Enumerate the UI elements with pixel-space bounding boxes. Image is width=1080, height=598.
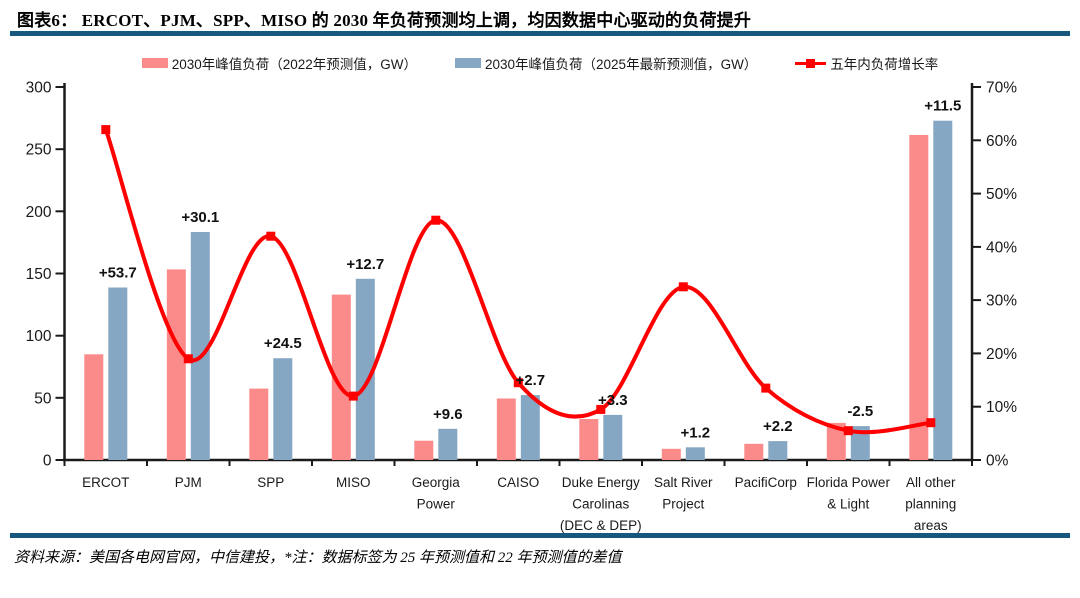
data-label: -2.5 <box>847 403 873 420</box>
right-axis-tick-label: 10% <box>986 399 1017 416</box>
category-label: MISO <box>336 475 371 490</box>
category-label: planning <box>905 497 956 512</box>
category-label: PJM <box>175 475 202 490</box>
chart-canvas: 0 50 100 150 200 250 300 0% 10% 20% 30% 40% 50% 60% 70… <box>26 80 1018 534</box>
right-axis-tick-label: 70% <box>986 80 1017 97</box>
right-axis-tick-label: 50% <box>986 186 1017 203</box>
pink-bar-swatch-icon <box>141 58 168 68</box>
category-label: Duke Energy <box>562 475 640 490</box>
data-label: +24.5 <box>264 335 302 352</box>
bar-2025-forecast <box>108 287 128 460</box>
bar-2025-forecast <box>933 120 953 460</box>
left-axis-tick-label: 300 <box>26 80 52 97</box>
right-axis-tick-label: 20% <box>986 346 1017 363</box>
bar-2022-forecast <box>579 419 599 460</box>
bar-2022-forecast <box>496 398 516 460</box>
category-label: CAISO <box>497 475 539 490</box>
growth-rate-marker <box>348 391 358 401</box>
left-axis-tick-label: 200 <box>26 204 52 221</box>
data-label: +9.6 <box>433 406 463 423</box>
right-axis-tick-label: 30% <box>986 293 1017 310</box>
bar-2022-forecast <box>414 440 434 460</box>
legend-item-2022-forecast: 2030年峰值负荷（2022年预测值，GW） <box>141 53 417 73</box>
category-label: PacifiCorp <box>735 475 797 490</box>
bar-2022-forecast <box>166 269 186 460</box>
category-label: (DEC & DEP) <box>560 518 642 533</box>
data-label: +3.3 <box>598 392 628 409</box>
category-label: areas <box>914 518 948 533</box>
left-axis-tick-label: 150 <box>26 266 52 283</box>
right-axis-tick-label: 40% <box>986 239 1017 256</box>
left-axis-tick-label: 0 <box>43 453 52 470</box>
bar-2025-forecast <box>355 278 375 460</box>
left-axis-tick-label: 100 <box>26 328 52 345</box>
growth-rate-marker <box>101 125 111 135</box>
growth-rate-marker <box>431 215 441 225</box>
growth-rate-marker <box>513 378 523 388</box>
blue-bar-swatch-icon <box>455 58 481 68</box>
category-label: Florida Power <box>807 475 891 490</box>
data-label: +11.5 <box>924 98 961 115</box>
red-line-swatch-icon <box>795 58 827 68</box>
legend-label: 2030年峰值负荷（2022年预测值，GW） <box>171 57 417 72</box>
footer-divider-rule <box>10 533 1070 538</box>
bar-2025-forecast <box>768 441 788 460</box>
bar-2025-forecast <box>190 232 210 460</box>
chart-legend: 2030年峰值负荷（2022年预测值，GW） 2030年峰值负荷（2025年最新… <box>0 50 1080 76</box>
bar-2025-forecast <box>603 414 623 460</box>
data-label: +2.7 <box>515 372 545 389</box>
legend-item-2025-forecast: 2030年峰值负荷（2025年最新预测值，GW） <box>455 53 757 73</box>
growth-rate-marker <box>596 404 606 414</box>
growth-rate-marker <box>926 418 936 428</box>
legend-label: 2030年峰值负荷（2025年最新预测值，GW） <box>485 57 758 72</box>
category-label: Carolinas <box>572 497 629 512</box>
bar-2022-forecast <box>331 294 351 460</box>
growth-rate-marker <box>761 383 771 393</box>
category-label: Georgia <box>412 475 461 490</box>
left-axis-tick-label: 250 <box>26 142 52 159</box>
category-label: Project <box>662 497 704 512</box>
bar-2022-forecast <box>661 448 681 460</box>
category-label: All other <box>906 475 956 490</box>
data-label: +53.7 <box>99 265 137 282</box>
bar-2022-forecast <box>826 422 846 460</box>
bar-2022-forecast <box>909 135 929 460</box>
growth-rate-marker <box>678 282 688 292</box>
category-label: ERCOT <box>82 475 129 490</box>
bar-2025-forecast <box>273 358 293 460</box>
right-axis-tick-label: 60% <box>986 133 1017 150</box>
bar-2022-forecast <box>249 388 269 460</box>
category-label: SPP <box>257 475 284 490</box>
bar-2022-forecast <box>744 443 764 460</box>
source-note: 资料来源：美国各电网官网，中信建投，*注：数据标签为 25 年预测值和 22 年… <box>14 550 622 566</box>
growth-rate-marker <box>266 231 276 241</box>
bar-2025-forecast <box>850 426 870 460</box>
category-label: Power <box>417 497 456 512</box>
growth-rate-marker <box>843 426 853 436</box>
bar-2022-forecast <box>84 354 104 460</box>
legend-item-growth-rate: 五年内负荷增长率 <box>795 53 938 73</box>
bar-2025-forecast <box>438 428 458 460</box>
bar-2025-forecast <box>685 447 705 460</box>
data-label: +1.2 <box>680 424 710 441</box>
bar-2025-forecast <box>520 395 540 460</box>
data-label: +12.7 <box>346 256 384 273</box>
data-label: +2.2 <box>763 418 793 435</box>
legend-label: 五年内负荷增长率 <box>830 57 939 72</box>
chart-title: 图表6： ERCOT、PJM、SPP、MISO 的 2030 年负荷预测均上调，… <box>17 11 752 30</box>
category-label: Salt River <box>654 475 713 490</box>
title-divider-rule <box>10 31 1070 36</box>
left-axis-tick-label: 50 <box>34 390 52 407</box>
data-label: +30.1 <box>181 209 219 226</box>
growth-rate-marker <box>183 354 193 364</box>
category-label: & Light <box>827 497 869 512</box>
right-axis-tick-label: 0% <box>986 453 1009 470</box>
